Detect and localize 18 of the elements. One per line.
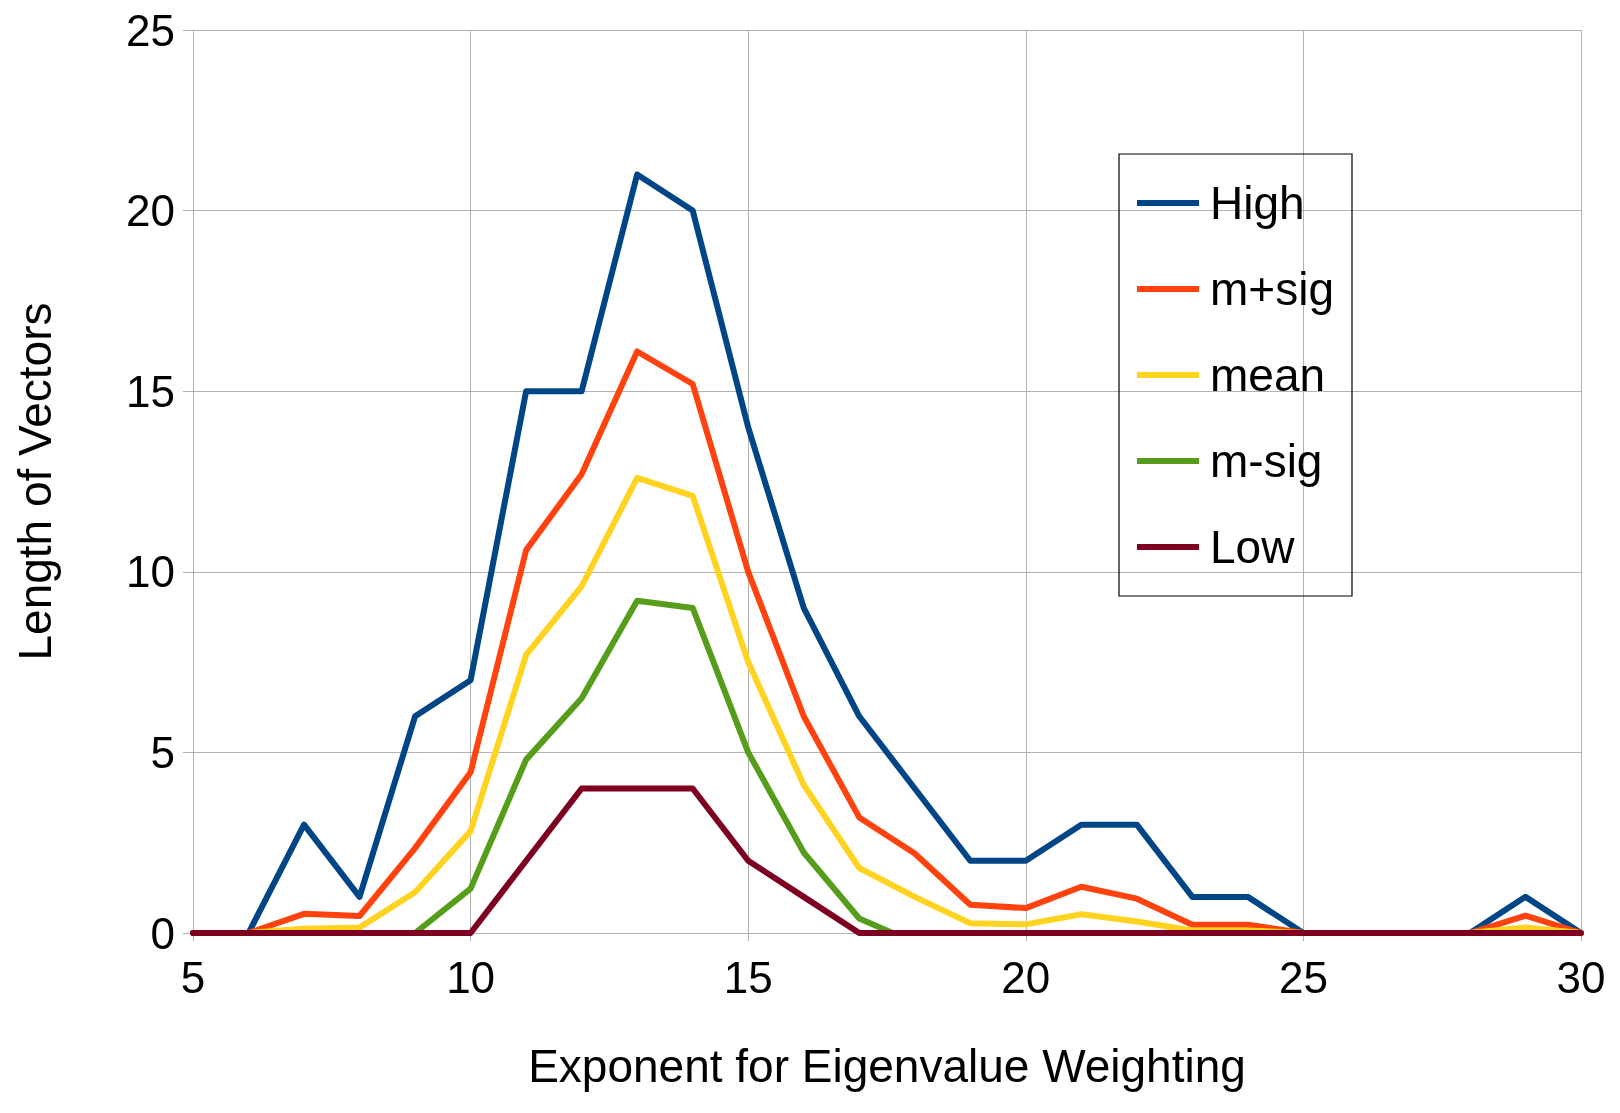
x-axis-title: Exponent for Eigenvalue Weighting (528, 1040, 1246, 1092)
x-tick-label: 15 (723, 952, 773, 1002)
legend-label: m+sig (1210, 263, 1334, 315)
y-tick-label: 5 (150, 727, 175, 777)
y-axis-title: Length of Vectors (9, 302, 61, 661)
x-tick-label: 20 (1001, 952, 1051, 1002)
x-tick-label: 30 (1556, 952, 1606, 1002)
legend-label: m-sig (1210, 435, 1323, 487)
y-tick-label: 15 (126, 366, 175, 416)
x-tick-label: 10 (446, 952, 496, 1002)
y-tick-label: 0 (150, 908, 175, 958)
y-tick-label: 20 (126, 186, 175, 236)
legend-label: Low (1210, 521, 1296, 573)
x-tick-label: 25 (1278, 952, 1328, 1002)
y-tick-label: 25 (126, 5, 175, 55)
legend-label: mean (1210, 349, 1326, 401)
y-tick-label: 10 (126, 547, 175, 597)
legend-label: High (1210, 177, 1305, 229)
